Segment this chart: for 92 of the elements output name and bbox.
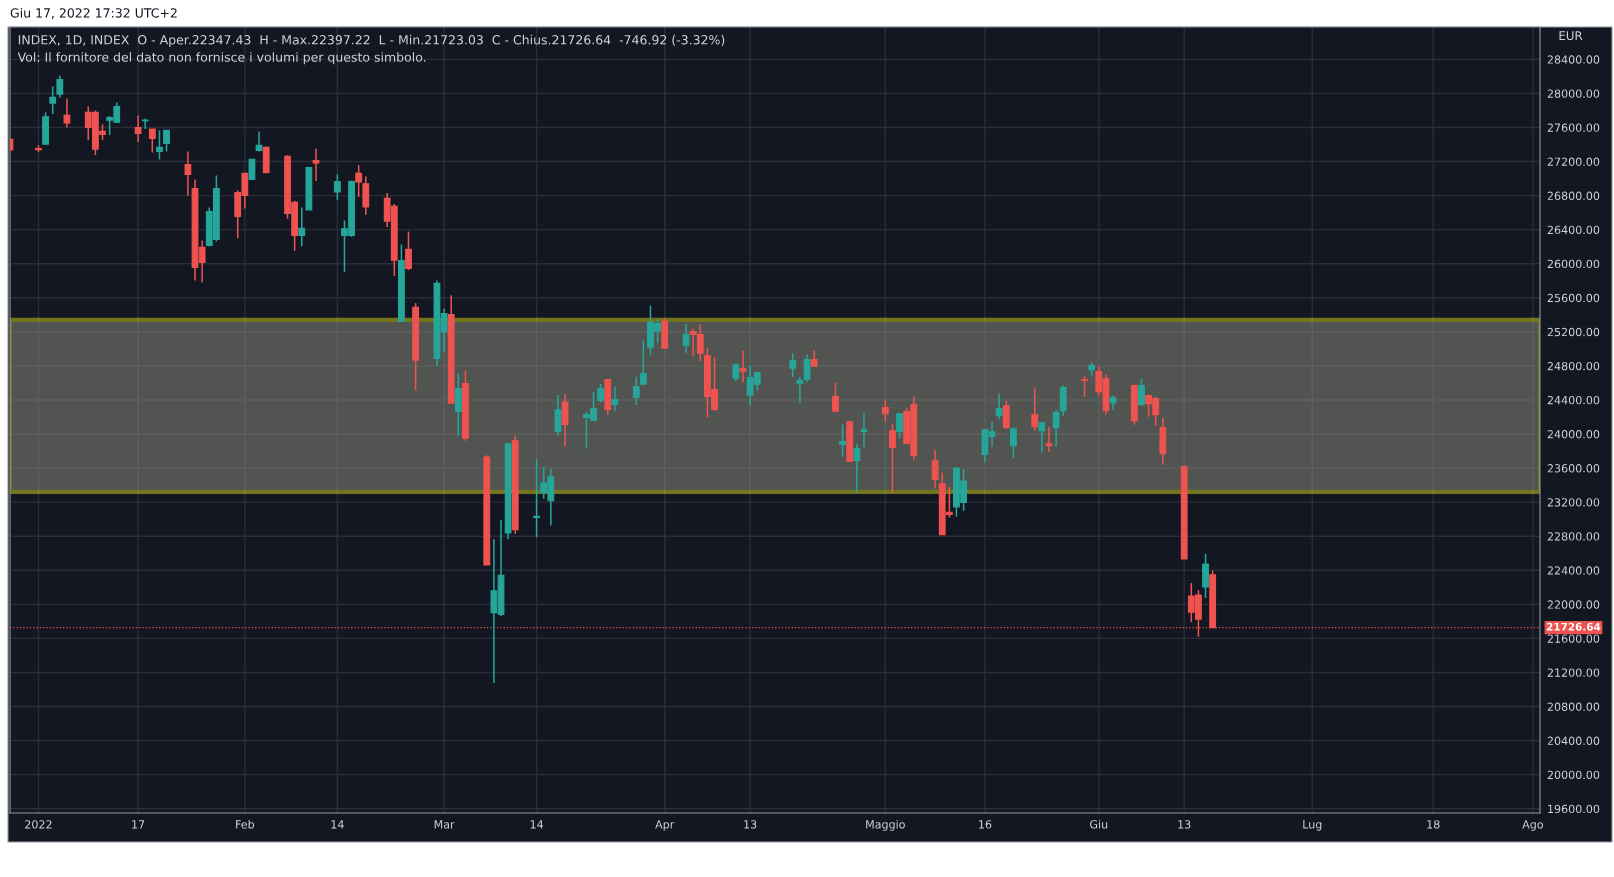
y-tick-label: 26800.00 <box>1547 191 1600 200</box>
candlestick <box>803 353 811 384</box>
y-tick-label: 20000.00 <box>1547 770 1600 780</box>
x-tick-label: Mar <box>434 820 455 829</box>
y-tick-label: 27600.00 <box>1547 123 1600 132</box>
candlestick <box>355 164 363 198</box>
candlestick <box>156 129 163 161</box>
x-tick-label: Ago <box>1522 820 1543 831</box>
x-tick-label: 16 <box>979 820 992 829</box>
candlestick <box>554 394 562 437</box>
ref-line-label: 21726.64 <box>1546 622 1601 631</box>
text: Giu 17, 2022 17:32 UTC+2 <box>10 7 177 19</box>
candlestick <box>184 150 192 197</box>
x-tick-label: Maggio <box>866 819 905 831</box>
candlestick <box>1009 426 1017 459</box>
candlestick <box>1052 408 1060 448</box>
candlestick <box>63 97 71 129</box>
y-tick-label: 24800.00 <box>1547 361 1600 371</box>
candlestick <box>1202 553 1209 599</box>
candlestick <box>732 362 740 383</box>
candlestick <box>995 392 1003 421</box>
candlestick <box>1081 375 1088 398</box>
candlestick <box>889 422 896 494</box>
candlestick <box>597 383 605 404</box>
candlestick <box>739 349 747 384</box>
candlestick <box>1045 425 1053 453</box>
y-tick-label: 21600.00 <box>1547 634 1600 643</box>
x-tick-label: 17 <box>132 820 145 829</box>
candlestick <box>896 412 903 440</box>
y-tick-label: 28000.00 <box>1547 89 1600 98</box>
x-tick-label: Feb <box>236 819 255 829</box>
candlestick <box>853 442 861 494</box>
candlestick <box>1138 377 1145 406</box>
candlestick <box>561 393 569 448</box>
y-tick-label: 28400.00 <box>1547 55 1600 64</box>
x-tick-label: Giu <box>1090 819 1108 829</box>
candlestick <box>405 230 412 271</box>
candlestick <box>611 385 619 412</box>
candlestick <box>312 147 320 182</box>
y-tick-label: 24400.00 <box>1547 395 1600 405</box>
candlestick <box>839 423 847 458</box>
y-tick-label: 27200.00 <box>1547 157 1600 166</box>
x-tick-label: Apr <box>655 820 675 831</box>
candlestick <box>1002 399 1010 430</box>
y-tick-label: 22800.00 <box>1547 532 1600 541</box>
annotation: Vol: Il fornitore del dato non fornisce i volumi per questo simbolo. <box>17 52 426 65</box>
candlestick <box>533 457 541 539</box>
candlestick <box>931 449 939 490</box>
x-tick-label: 13 <box>744 820 757 829</box>
candlestick <box>632 375 640 407</box>
candlestick <box>881 398 889 424</box>
x-tick-label: 2022 <box>25 820 52 829</box>
candlestick <box>789 352 797 379</box>
x-tick-label: Lug <box>1303 820 1322 831</box>
x-tick-label: 14 <box>331 820 344 829</box>
candlestick <box>134 114 142 143</box>
x-tick-label: 18 <box>1427 820 1440 829</box>
candlestick <box>860 411 868 449</box>
candlestick <box>333 173 341 201</box>
y-tick-label: 26000.00 <box>1547 259 1600 269</box>
candlestick <box>1031 386 1039 432</box>
candlestick <box>163 129 170 153</box>
candlestick <box>56 74 64 99</box>
y-tick-label: 23600.00 <box>1547 464 1600 473</box>
x-tick-label: 13 <box>1178 820 1191 829</box>
candlestick <box>639 339 647 386</box>
y-axis-title: EUR <box>1559 31 1583 41</box>
y-tick-label: 19600.00 <box>1548 804 1600 814</box>
candlestick <box>1059 384 1067 417</box>
y-tick-label: 25600.00 <box>1547 293 1600 303</box>
candlestick <box>141 117 149 130</box>
candlestick <box>148 128 156 154</box>
y-tick-label: 25200.00 <box>1547 327 1600 337</box>
y-tick-label: 20400.00 <box>1547 736 1600 745</box>
candlestick <box>796 375 804 405</box>
candlestick <box>832 381 839 413</box>
y-tick-label: 24000.00 <box>1547 430 1600 439</box>
candlestick <box>362 175 370 216</box>
candlestick <box>682 322 690 355</box>
candlestick <box>454 372 462 437</box>
y-tick-label: 21200.00 <box>1547 668 1600 677</box>
candlestick <box>49 85 57 115</box>
x-tick-label: 14 <box>530 820 544 829</box>
y-tick-label: 23200.00 <box>1547 498 1600 507</box>
text: INDEX, 1D, INDEX O - Aper.22347.43 H - Max.22397.22 L - Min.21723.03 C - Chius.21726.64 -746.92 (-3.32%) <box>18 34 725 47</box>
y-tick-label: 20800.00 <box>1547 702 1600 711</box>
candlestick <box>298 206 306 248</box>
candlestick <box>1038 421 1046 454</box>
y-tick-label: 26400.00 <box>1547 225 1600 235</box>
y-tick-label: 22400.00 <box>1547 566 1600 575</box>
candlestick <box>248 158 256 180</box>
y-tick-label: 22000.00 <box>1547 600 1600 609</box>
